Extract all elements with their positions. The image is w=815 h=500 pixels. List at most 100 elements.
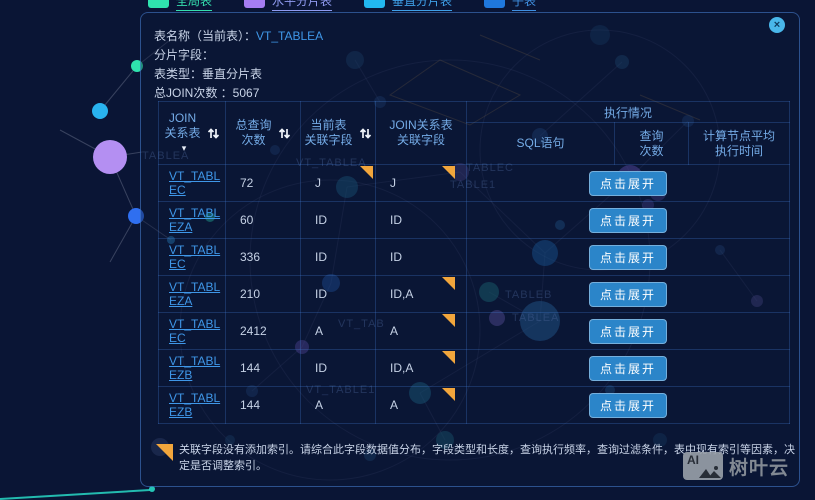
exec-status-cell: 点击展开 — [465, 349, 791, 387]
join-table-link[interactable]: VT_TABLEC — [169, 243, 221, 271]
join-field-cell: ID — [375, 238, 467, 276]
index-flag-icon — [442, 166, 455, 179]
expand-button[interactable]: 点击展开 — [589, 355, 668, 381]
watermark: AI 树叶云 — [682, 452, 789, 480]
info-row: 表类型：垂直分片表 — [154, 65, 323, 84]
current-field-cell: A — [300, 386, 376, 424]
header-content: 当前表 关联字段 — [301, 118, 375, 148]
info-value: 垂直分片表 — [202, 67, 263, 81]
expand-button[interactable]: 点击展开 — [589, 244, 668, 270]
index-flag-icon — [442, 314, 455, 327]
current-field-cell: ID — [300, 201, 376, 239]
column-header-1[interactable]: JOIN 关系表 ▾ — [158, 101, 226, 165]
header-label-line: 执行时间 — [715, 143, 764, 158]
join-table-link[interactable]: VT_TABLEZB — [169, 391, 221, 419]
table-row: VT_TABLEC 72 J J 点击展开 — [158, 164, 791, 202]
join-field-cell: J — [375, 164, 467, 202]
current-table-link[interactable]: VT_TABLEA — [256, 29, 324, 43]
mountain-icon — [698, 466, 721, 478]
header-label: 当前表 关联字段 — [304, 118, 352, 148]
table-row: VT_TABLEC 336 ID ID 点击展开 — [158, 238, 791, 276]
total-queries-cell: 210 — [225, 275, 301, 313]
table-detail-modal: × 表名称（当前表）：VT_TABLEA 分片字段： 表类型：垂直分片表 总JOIN次… — [140, 12, 800, 487]
header-label-line: 次数 — [639, 143, 664, 158]
expand-button[interactable]: 点击展开 — [589, 392, 668, 418]
legend-swatch-icon — [148, 0, 169, 8]
header-label-line: 次数 — [241, 133, 266, 147]
exec-subheader-3: 计算节点平均 执行时间 — [687, 122, 791, 165]
legend-item-label: 全局表 — [176, 0, 213, 11]
header-label: 总查询 次数 — [235, 118, 271, 148]
join-table-link[interactable]: VT_TABLEZA — [169, 280, 221, 308]
info-label: 分片字段： — [154, 48, 215, 62]
table-row: VT_TABLEZB 144 ID ID,A 点击展开 — [158, 349, 791, 387]
exec-status-cell: 点击展开 — [465, 238, 791, 276]
chevron-down-icon[interactable]: ▾ — [181, 142, 187, 153]
header-content: JOIN 关系表 ▾ — [159, 111, 225, 156]
exec-status-cell: 点击展开 — [465, 312, 791, 350]
join-relations-table: JOIN 关系表 ▾ 总查询 次数 当前表 关联字段 JOIN关系表 关联字段 执行情况 SQL… — [158, 101, 791, 424]
total-queries-cell: 144 — [225, 386, 301, 424]
expand-button[interactable]: 点击展开 — [589, 318, 668, 344]
join-field-cell: A — [375, 312, 467, 350]
sort-icon[interactable] — [278, 127, 291, 140]
sort-icon[interactable] — [359, 127, 372, 140]
join-table-link[interactable]: VT_TABLEZA — [169, 206, 221, 234]
info-row: 表名称（当前表）：VT_TABLEA — [154, 27, 323, 46]
column-header-2[interactable]: 总查询 次数 — [225, 101, 301, 165]
info-row: 分片字段： — [154, 46, 323, 65]
join-table-link[interactable]: VT_TABLEC — [169, 169, 221, 197]
index-warning-icon — [156, 444, 173, 461]
info-value: 5067 — [232, 86, 260, 100]
legend-item[interactable]: 垂直分片表 — [364, 0, 453, 11]
legend-item[interactable]: 子表 — [484, 0, 537, 11]
expand-button[interactable]: 点击展开 — [589, 207, 668, 233]
current-field-cell: ID — [300, 238, 376, 276]
legend-item[interactable]: 全局表 — [148, 0, 213, 11]
header-label-line: 关系表 ▾ — [164, 126, 200, 156]
legend-swatch-icon — [484, 0, 506, 8]
total-queries-cell: 144 — [225, 349, 301, 387]
join-field-cell: A — [375, 386, 467, 424]
index-flag-icon — [442, 277, 455, 290]
sort-icon[interactable] — [207, 127, 220, 140]
table-row: VT_TABLEZB 144 A A 点击展开 — [158, 386, 791, 424]
table-row: VT_TABLEZA 60 ID ID 点击展开 — [158, 201, 791, 239]
column-header-exec-status: 执行情况 — [465, 101, 791, 123]
index-flag-icon — [442, 351, 455, 364]
ai-logo-icon: AI — [682, 452, 723, 480]
table-row: VT_TABLEC 2412 A A 点击展开 — [158, 312, 791, 350]
join-table-cell: VT_TABLEZB — [158, 386, 226, 424]
join-field-cell: ID,A — [375, 349, 467, 387]
legend-item[interactable]: 水平分片表 — [244, 0, 333, 11]
exec-status-cell: 点击展开 — [465, 201, 791, 239]
close-button[interactable]: × — [769, 17, 785, 33]
column-header-3[interactable]: 当前表 关联字段 — [300, 101, 376, 165]
join-table-cell: VT_TABLEC — [158, 238, 226, 276]
join-table-cell: VT_TABLEC — [158, 312, 226, 350]
expand-button[interactable]: 点击展开 — [589, 170, 668, 196]
expand-button[interactable]: 点击展开 — [589, 281, 668, 307]
legend-item-label: 垂直分片表 — [392, 0, 453, 11]
join-table-cell: VT_TABLEZB — [158, 349, 226, 387]
info-label: 总JOIN次数 ： — [154, 86, 233, 100]
header-label-line: 关联字段 — [396, 133, 445, 147]
join-table-cell: VT_TABLEZA — [158, 275, 226, 313]
header-label-line: 查询 — [639, 128, 664, 143]
index-warning-note: 关联字段没有添加索引。请综合此字段数据值分布，字段类型和长度，查询执行频率，查询… — [179, 444, 795, 472]
total-queries-cell: 72 — [225, 164, 301, 202]
info-row: 总JOIN次数 ：5067 — [154, 84, 323, 103]
header-content: 总查询 次数 — [226, 118, 300, 148]
join-table-link[interactable]: VT_TABLEZB — [169, 354, 221, 382]
header-label-line: SQL语句 — [516, 136, 565, 150]
join-table-link[interactable]: VT_TABLEC — [169, 317, 221, 345]
current-field-cell: ID — [300, 275, 376, 313]
table-row: VT_TABLEZA 210 ID ID,A 点击展开 — [158, 275, 791, 313]
legend: 全局表 水平分片表 垂直分片表 子表 — [148, 0, 537, 11]
legend-item-label: 水平分片表 — [272, 0, 333, 11]
index-flag-icon — [360, 166, 373, 179]
join-field-cell: ID — [375, 201, 467, 239]
join-field-cell: ID,A — [375, 275, 467, 313]
legend-item-label: 子表 — [512, 0, 537, 11]
